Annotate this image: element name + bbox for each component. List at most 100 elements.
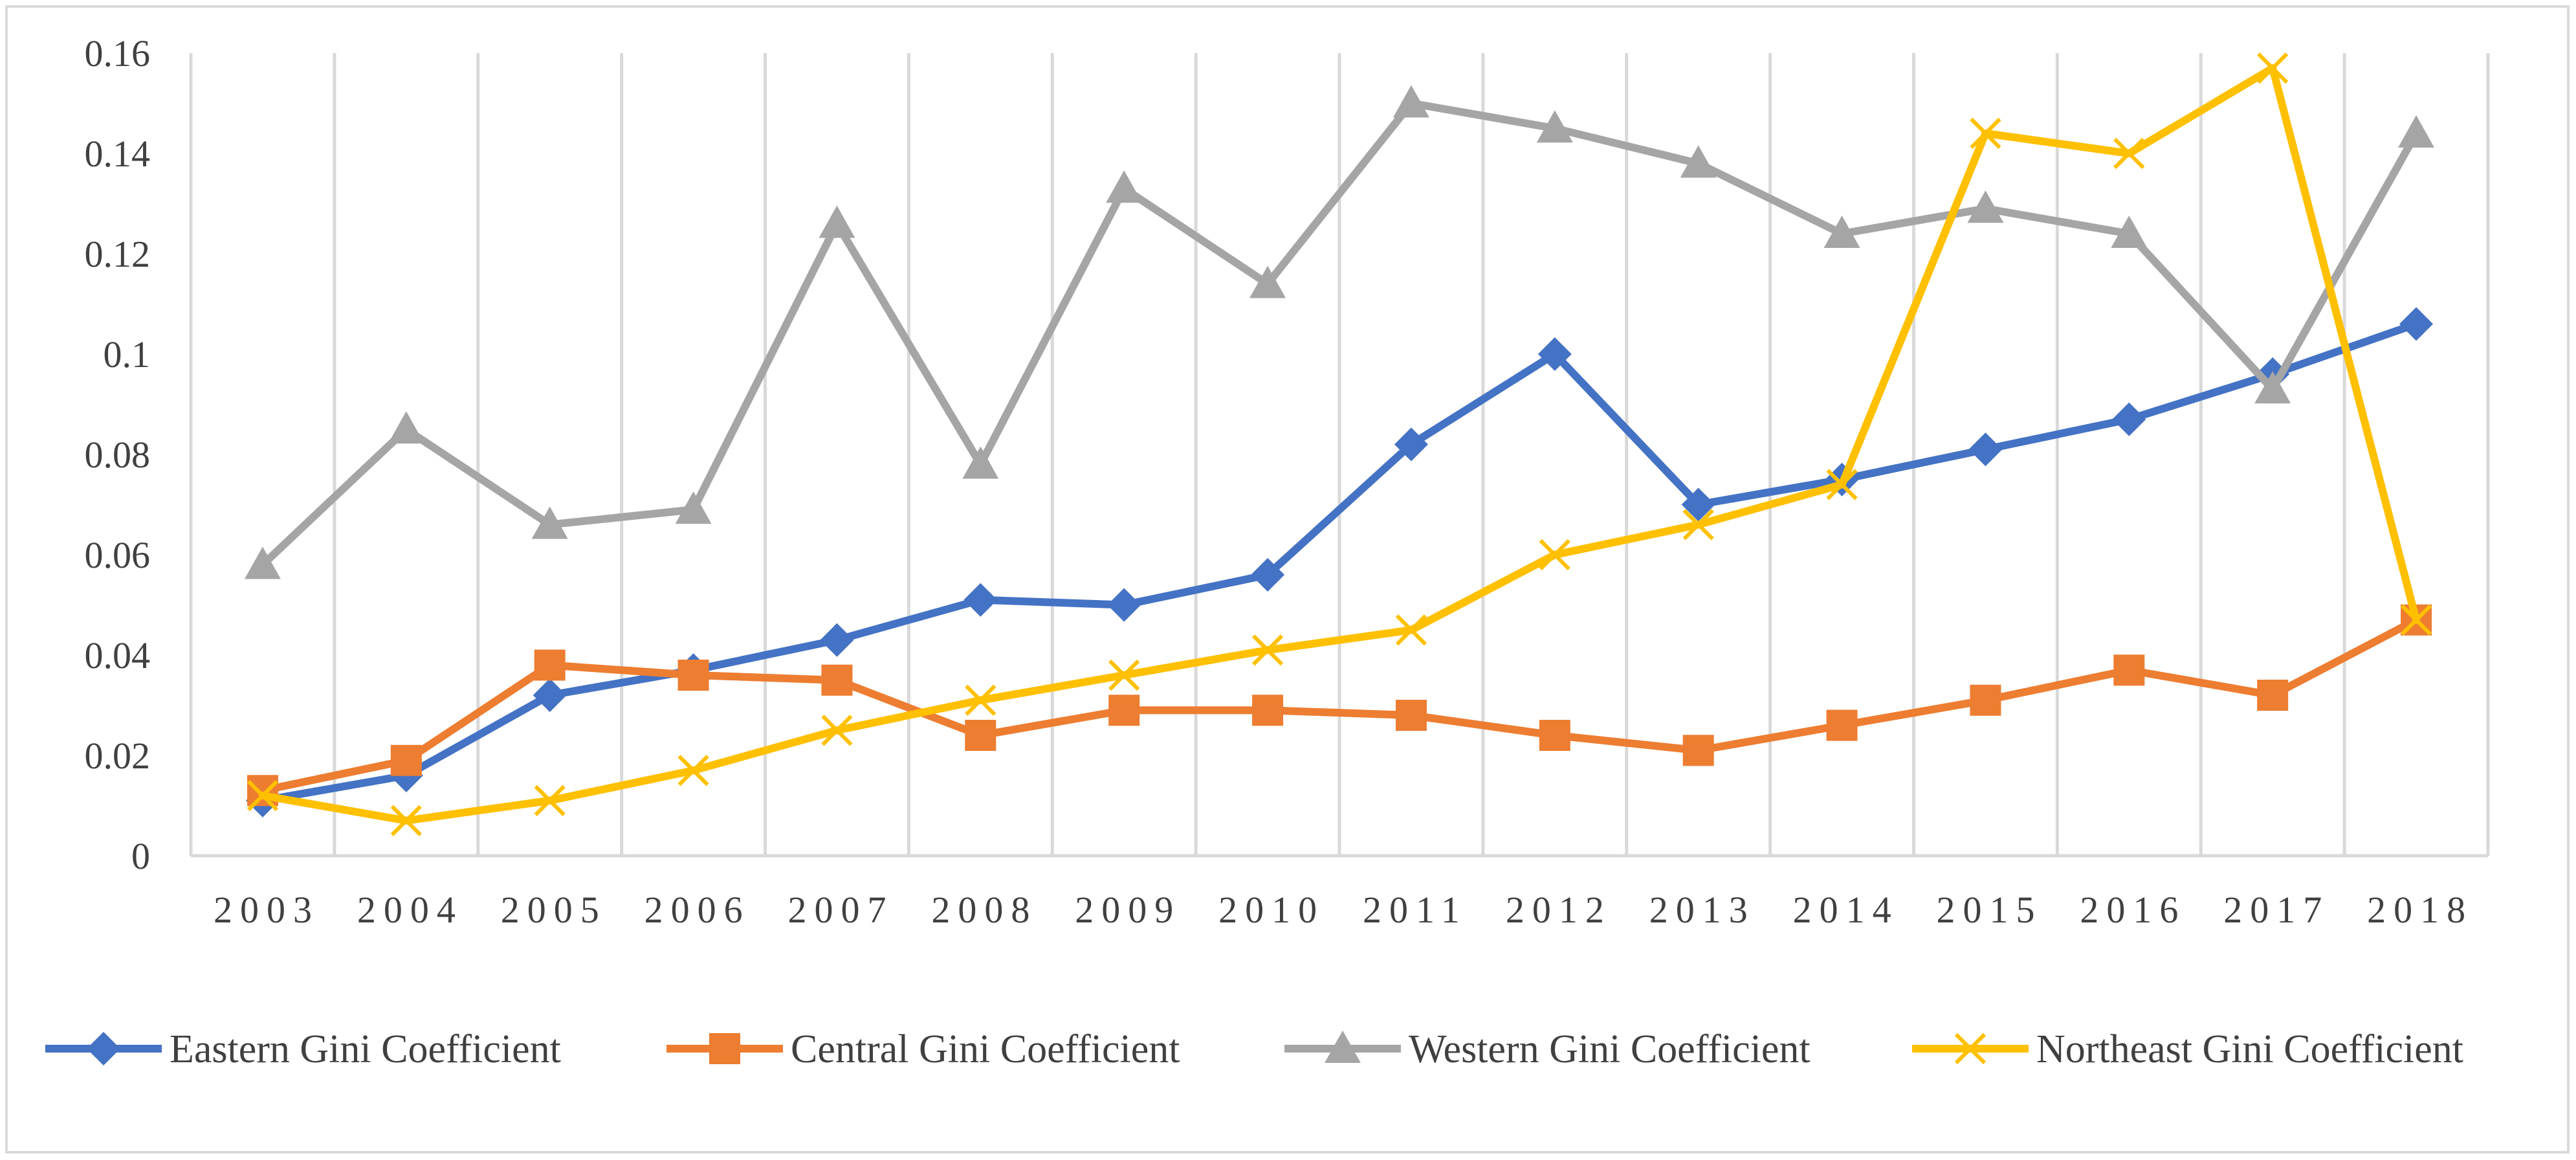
data-point-northeast [1251, 634, 1284, 666]
marker-stroke [677, 755, 709, 786]
data-point-northeast [2113, 137, 2145, 170]
chart-frame [5, 5, 2570, 1154]
data-point-eastern [963, 583, 998, 617]
data-point-central [1826, 709, 1858, 741]
x-tick-label: 2014 [1793, 889, 1899, 931]
legend-marker [1325, 1031, 1361, 1063]
data-point-central [1682, 735, 1714, 766]
legend-marker [87, 1032, 120, 1065]
legend-label: Central Gini Coefficient [791, 1027, 1180, 1071]
y-tick-label: 0.12 [85, 233, 151, 275]
x-tick-label: 2008 [931, 889, 1037, 931]
legend-marker [1954, 1032, 1987, 1065]
series-line-western [258, 99, 2421, 569]
data-point-western [2111, 216, 2148, 248]
data-point-northeast [2257, 52, 2289, 84]
data-point-northeast [965, 684, 996, 716]
x-tick-label: 2009 [1075, 889, 1181, 931]
series-line-northeast [258, 64, 2421, 825]
marker-stroke [1970, 117, 2001, 150]
y-tick-label: 0.14 [85, 133, 151, 175]
data-point-northeast [677, 755, 709, 786]
legend-label: Western Gini Coefficient [1409, 1027, 1811, 1071]
marker-stroke [2400, 604, 2432, 636]
axes: 0 0.02 0.04 0.06 0.08 0.1 0.12 0.14 0.16 2003 2004… [85, 32, 2488, 931]
series-lines [244, 52, 2435, 836]
data-point-eastern [1681, 487, 1715, 522]
data-point-western [1249, 265, 1286, 298]
data-point-central [821, 664, 853, 696]
y-tick-label: 0 [131, 835, 150, 877]
data-point-eastern [1251, 558, 1285, 592]
y-tick-label: 0.06 [85, 534, 151, 576]
data-point-western [1536, 110, 1573, 143]
data-point-northeast [1395, 614, 1427, 646]
data-point-western [962, 446, 999, 479]
data-point-eastern [1537, 337, 1572, 371]
data-point-northeast [247, 779, 279, 812]
x-tick-label: 2011 [1363, 889, 1468, 931]
marker-stroke [1954, 1032, 1987, 1065]
data-point-western [675, 491, 712, 524]
data-point-western [1680, 145, 1717, 178]
gridlines [189, 53, 2490, 856]
series-line-central [258, 616, 2421, 795]
data-point-central [390, 744, 422, 776]
data-point-western [388, 411, 424, 444]
marker-stroke [1539, 539, 1570, 571]
x-tick-label: 2005 [501, 889, 607, 931]
y-tick-label: 0.16 [85, 32, 151, 74]
data-point-northeast [1539, 539, 1570, 571]
data-point-central [1108, 695, 1140, 726]
data-point-central [534, 649, 566, 681]
legend-label: Eastern Gini Coefficient [170, 1027, 561, 1071]
x-tick-label: 2012 [1506, 889, 1612, 931]
data-point-northeast [1970, 117, 2001, 150]
data-point-northeast [534, 785, 566, 816]
x-tick-label: 2007 [787, 889, 894, 931]
x-tick-label: 2010 [1218, 889, 1325, 931]
data-point-central [1970, 684, 2001, 716]
data-point-central [247, 775, 278, 807]
data-point-central [2113, 654, 2145, 686]
y-tick-label: 0.08 [85, 434, 151, 476]
x-tick-label: 2015 [1936, 889, 2042, 931]
data-point-eastern [1107, 588, 1141, 622]
data-point-western [1823, 216, 1860, 248]
marker-stroke [1826, 469, 1858, 500]
data-point-northeast [1108, 659, 1140, 691]
data-point-western [1967, 190, 2004, 223]
data-point-central [1252, 695, 1284, 726]
data-point-northeast [1682, 509, 1714, 541]
legend: Eastern Gini Coefficient Central Gini Coe… [45, 1027, 2463, 1071]
data-point-western [2254, 371, 2291, 404]
data-point-eastern [2112, 402, 2146, 436]
data-point-western [1393, 85, 1429, 118]
data-point-central [1539, 720, 1570, 751]
marker-stroke [1682, 509, 1714, 541]
series-central [247, 604, 2432, 807]
data-point-western [1106, 170, 1143, 203]
data-point-northeast [1826, 469, 1858, 500]
marker-stroke [247, 779, 279, 812]
y-tick-label: 0.04 [85, 634, 151, 676]
y-tick-label: 0.1 [104, 333, 151, 375]
data-point-northeast [2400, 604, 2432, 636]
data-point-northeast [390, 805, 422, 836]
data-point-central [965, 720, 996, 751]
legend-label: Northeast Gini Coefficient [2036, 1027, 2463, 1071]
marker-stroke [390, 805, 422, 836]
data-point-western [819, 205, 855, 238]
marker-stroke [1251, 634, 1284, 666]
data-point-eastern [1394, 427, 1428, 462]
data-point-eastern [2399, 307, 2434, 341]
data-point-central [1395, 700, 1427, 731]
data-point-western [531, 506, 568, 539]
x-tick-label: 2017 [2223, 889, 2329, 931]
legend-item-central: Central Gini Coefficient [666, 1027, 1180, 1071]
legend-item-western: Western Gini Coefficient [1284, 1027, 1811, 1071]
legend-item-eastern: Eastern Gini Coefficient [45, 1027, 561, 1071]
x-tick-label: 2003 [214, 889, 320, 931]
series-western [244, 85, 2435, 579]
